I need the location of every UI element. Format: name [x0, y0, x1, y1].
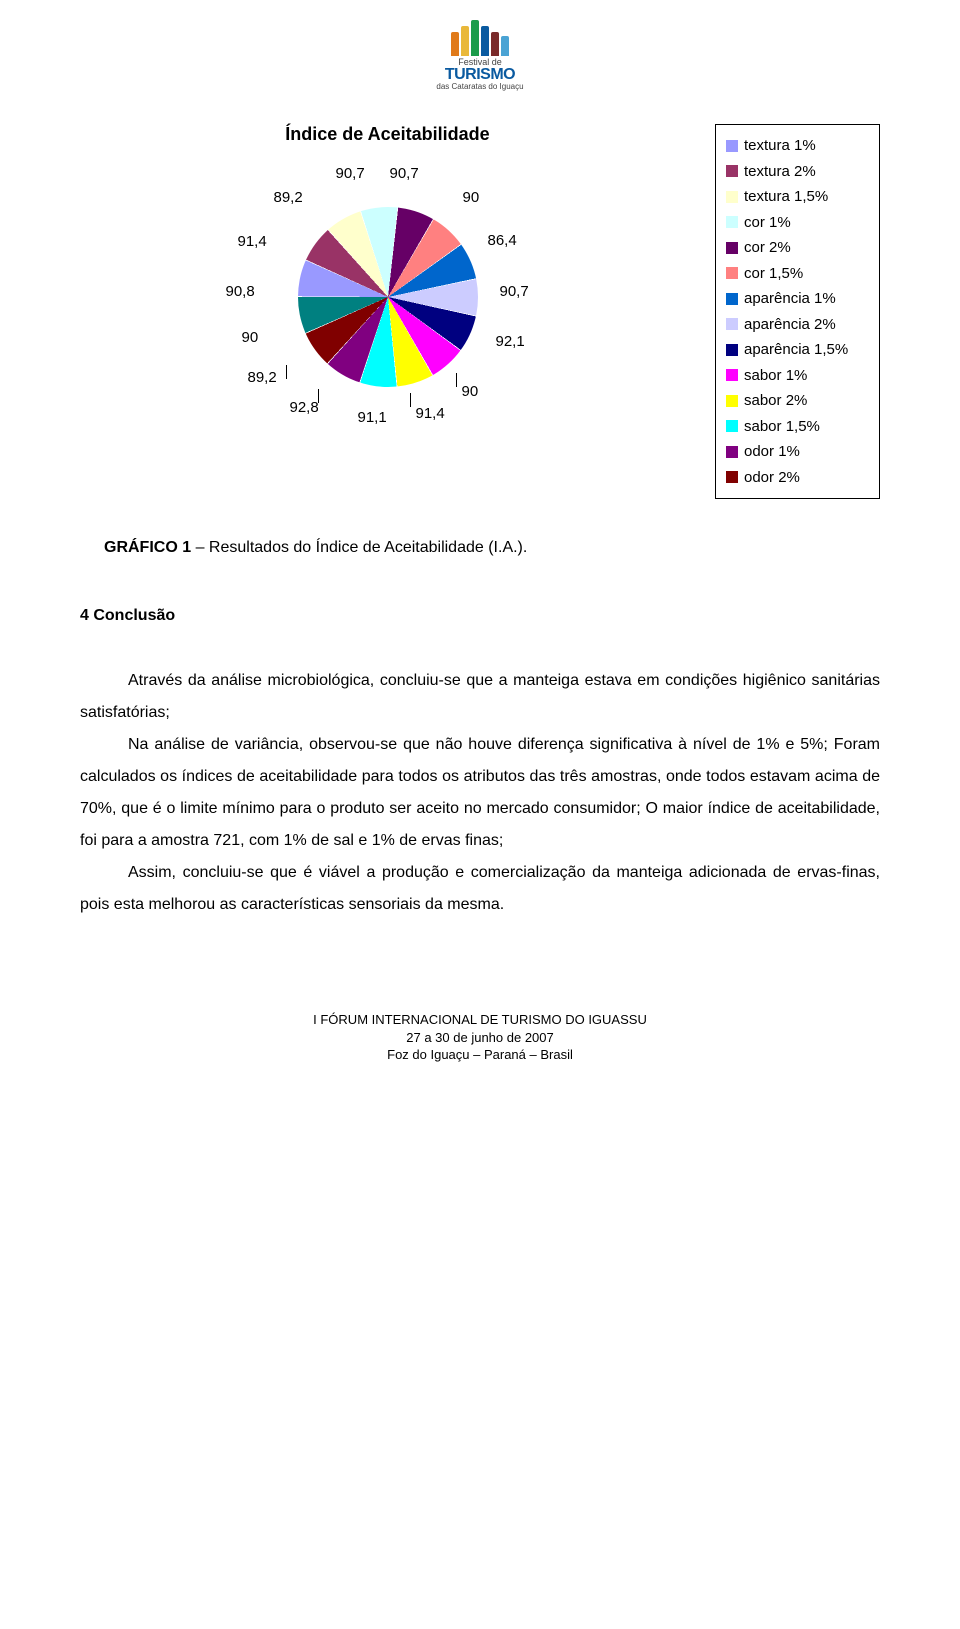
legend-label: aparência 1% [744, 286, 836, 312]
pie-label: 89,2 [248, 369, 277, 386]
paragraph-3: Assim, concluiu-se que é viável a produç… [80, 857, 880, 921]
legend-item: sabor 2% [726, 388, 867, 414]
pie-label: 89,2 [274, 189, 303, 206]
pie-label: 91,4 [238, 233, 267, 250]
legend-swatch [726, 165, 738, 177]
pie-label: 90,7 [500, 283, 529, 300]
legend-item: odor 2% [726, 465, 867, 491]
legend-swatch [726, 216, 738, 228]
legend-label: cor 1,5% [744, 261, 803, 287]
legend-swatch [726, 191, 738, 203]
legend-item: sabor 1% [726, 363, 867, 389]
legend-swatch [726, 395, 738, 407]
legend-label: odor 1% [744, 439, 800, 465]
legend-item: textura 1,5% [726, 184, 867, 210]
legend-label: sabor 1% [744, 363, 807, 389]
legend-label: sabor 1,5% [744, 414, 820, 440]
legend-label: textura 1% [744, 133, 816, 159]
legend-item: textura 2% [726, 159, 867, 185]
paragraph-2: Na análise de variância, observou-se que… [80, 729, 880, 857]
legend-swatch [726, 420, 738, 432]
pie-label: 90,8 [226, 283, 255, 300]
pie-label: 91,1 [358, 409, 387, 426]
logo-stripes [436, 20, 523, 56]
legend-item: cor 1,5% [726, 261, 867, 287]
pie-label: 90,7 [336, 165, 365, 182]
pie-wrap: 90,7 90,7 90 86,4 90,7 92,1 90 91,4 91,1 92,8 89,2… [218, 157, 558, 437]
legend-label: cor 1% [744, 210, 791, 236]
legend-item: cor 1% [726, 210, 867, 236]
legend-item: odor 1% [726, 439, 867, 465]
chart-container: Índice de Aceitabilidade 90,790,79086,49… [80, 124, 880, 499]
legend-item: aparência 1% [726, 286, 867, 312]
legend-label: cor 2% [744, 235, 791, 261]
legend-item: aparência 1,5% [726, 337, 867, 363]
section-heading: 4 Conclusão [80, 607, 880, 625]
legend-label: aparência 1,5% [744, 337, 848, 363]
legend-swatch [726, 267, 738, 279]
caption-bold: GRÁFICO 1 [104, 539, 191, 556]
logo-line3: das Cataratas do Iguaçu [436, 83, 523, 92]
pie-chart [298, 207, 478, 387]
legend-swatch [726, 369, 738, 381]
footer-line-1: I FÓRUM INTERNACIONAL DE TURISMO DO IGUA… [80, 1011, 880, 1029]
legend-swatch [726, 140, 738, 152]
legend-item: cor 2% [726, 235, 867, 261]
legend-swatch [726, 293, 738, 305]
caption-rest: – Resultados do Índice de Aceitabilidade… [191, 539, 527, 556]
pie-label: 92,1 [496, 333, 525, 350]
legend-swatch [726, 471, 738, 483]
legend-swatch [726, 344, 738, 356]
pie-label: 92,8 [290, 399, 319, 416]
pie-label: 91,4 [416, 405, 445, 422]
pie-label: 86,4 [488, 232, 517, 249]
legend-label: textura 2% [744, 159, 816, 185]
legend-item: aparência 2% [726, 312, 867, 338]
chart-title: Índice de Aceitabilidade [80, 124, 695, 145]
pie-label: 90 [463, 189, 480, 206]
legend-label: sabor 2% [744, 388, 807, 414]
legend-item: sabor 1,5% [726, 414, 867, 440]
legend-swatch [726, 242, 738, 254]
footer-line-3: Foz do Iguaçu – Paraná – Brasil [80, 1046, 880, 1064]
page-footer: I FÓRUM INTERNACIONAL DE TURISMO DO IGUA… [80, 1011, 880, 1064]
logo-line2: TURISMO [436, 67, 523, 83]
legend-label: aparência 2% [744, 312, 836, 338]
pie-label: 90 [242, 329, 259, 346]
chart-legend: textura 1%textura 2%textura 1,5%cor 1%co… [715, 124, 880, 499]
legend-swatch [726, 318, 738, 330]
legend-item: textura 1% [726, 133, 867, 159]
figure-caption: GRÁFICO 1 – Resultados do Índice de Acei… [104, 539, 880, 557]
legend-swatch [726, 446, 738, 458]
legend-label: textura 1,5% [744, 184, 828, 210]
pie-label: 90,7 [390, 165, 419, 182]
legend-label: odor 2% [744, 465, 800, 491]
paragraph-1: Através da análise microbiológica, concl… [80, 665, 880, 729]
footer-line-2: 27 a 30 de junho de 2007 [80, 1029, 880, 1047]
header-logo: Festival de TURISMO das Cataratas do Igu… [80, 20, 880, 94]
pie-label: 90 [462, 383, 479, 400]
